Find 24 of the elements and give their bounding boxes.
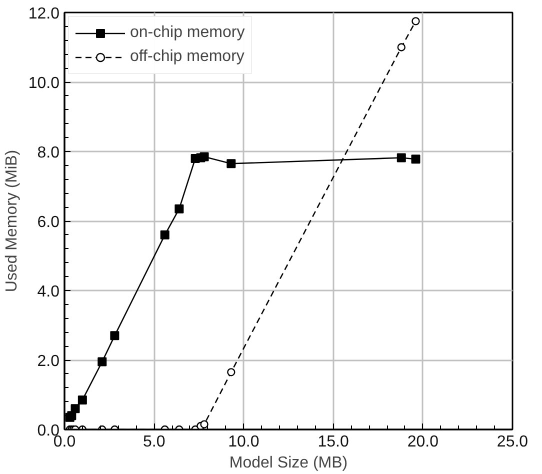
point: [160, 230, 170, 240]
y-tick-label: 2.0: [37, 353, 60, 370]
point: [110, 331, 120, 340]
legend-label: on-chip memory: [130, 24, 245, 42]
point: [200, 152, 209, 162]
y-tick-label: 6.0: [37, 214, 60, 231]
point: [174, 204, 184, 214]
point: [396, 153, 406, 162]
y-tick-label: 4.0: [37, 284, 60, 300]
x-axis-title: Model Size (MB): [229, 454, 348, 472]
x-tick-label: 25.0: [496, 434, 528, 450]
y-tick-label: 8.0: [37, 144, 60, 162]
y-tick-label: 12.0: [28, 6, 60, 22]
y-axis-title: Used Memory (MiB): [3, 150, 20, 292]
point: [412, 17, 420, 26]
x-tick-label: 10.0: [228, 434, 260, 450]
point: [226, 159, 236, 168]
x-tick-label: 5.0: [142, 434, 166, 450]
x-tick-label: 15.0: [318, 434, 349, 450]
x-tick-label: 20.0: [407, 434, 439, 450]
legend-label: off-chip memory: [130, 48, 244, 66]
y-tick-label: 10.0: [28, 75, 60, 92]
point: [411, 154, 420, 164]
point: [397, 43, 406, 52]
